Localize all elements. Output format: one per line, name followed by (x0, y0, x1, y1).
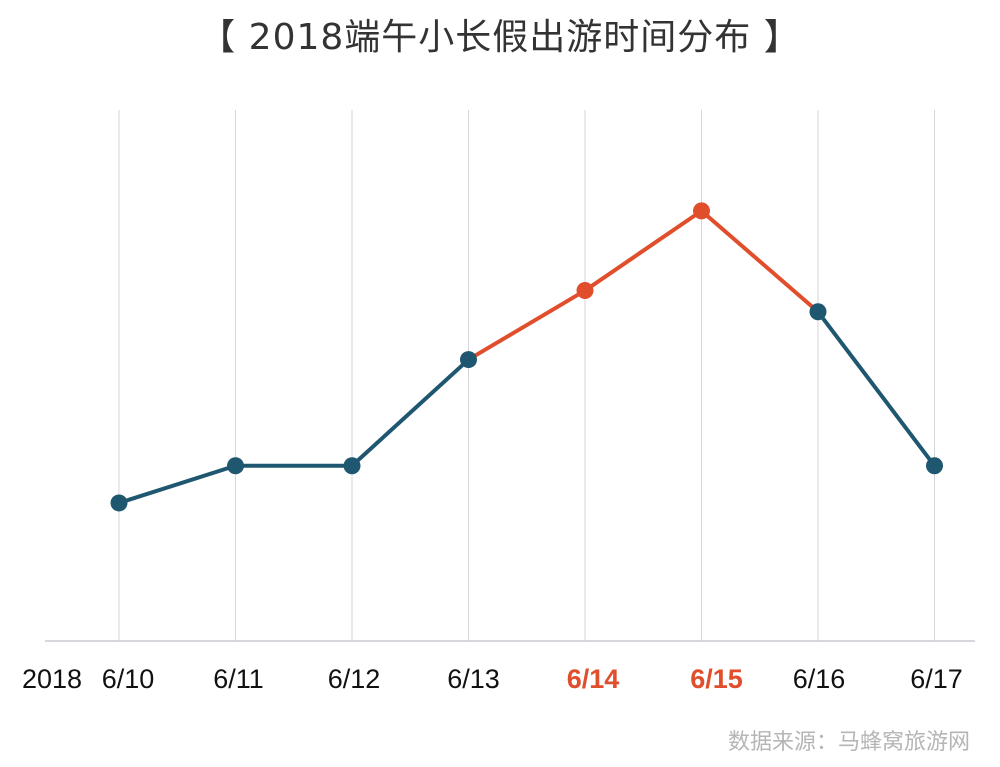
data-point-6-12 (343, 457, 361, 475)
source-note: 数据来源：马蜂窝旅游网 (727, 730, 970, 755)
data-point-6-15 (693, 202, 710, 220)
line-segment-6-14-to-6-15 (583, 208, 704, 293)
line-segment-6-15-to-6-16 (699, 208, 820, 314)
line-segment-6-13-to-6-14 (466, 288, 587, 362)
data-point-6-10 (110, 494, 128, 512)
line-segment-6-12-to-6-13 (350, 357, 471, 468)
x-tick-labels: 2018 6/10 6/11 6/12 6/13 6/14 6/15 6/16 6/17 (22, 664, 963, 694)
chart-title: 【 2018端午小长假出游时间分布 】 (199, 17, 801, 58)
series-lines (117, 208, 937, 505)
year-label: 2018 (22, 664, 82, 694)
x-tick-label-6-16: 6/16 (793, 664, 846, 694)
line-segment-6-10-to-6-11 (117, 463, 238, 505)
data-point-6-16 (809, 303, 827, 321)
x-tick-label-6-15: 6/15 (690, 664, 743, 694)
data-point-6-14 (576, 282, 594, 300)
x-tick-label-6-10: 6/10 (102, 664, 155, 694)
data-point-6-13 (460, 351, 477, 369)
gridlines (118, 110, 935, 641)
x-tick-label-6-14: 6/14 (567, 664, 620, 694)
x-tick-label-6-13: 6/13 (447, 664, 500, 694)
x-tick-label-6-11: 6/11 (213, 664, 264, 694)
line-segment-6-16-to-6-17 (816, 309, 937, 468)
data-points (110, 202, 943, 512)
data-point-6-11 (227, 457, 244, 475)
data-point-6-17 (926, 457, 943, 475)
x-tick-label-6-12: 6/12 (328, 664, 381, 694)
x-tick-label-6-17: 6/17 (910, 664, 963, 694)
